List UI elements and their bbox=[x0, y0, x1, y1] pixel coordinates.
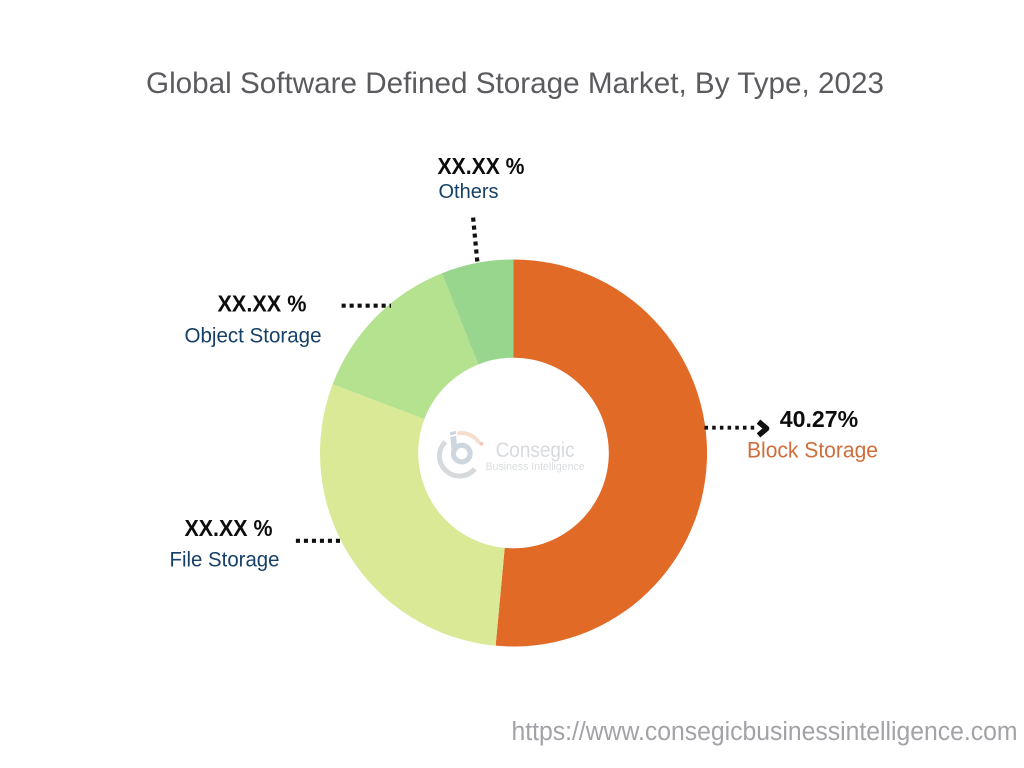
svg-text:XX.XX %: XX.XX % bbox=[218, 291, 307, 317]
svg-text:Global Software Defined Storag: Global Software Defined Storage Market, … bbox=[146, 67, 884, 100]
svg-text:Business Intelligence: Business Intelligence bbox=[486, 461, 585, 473]
svg-text:File Storage: File Storage bbox=[170, 548, 280, 572]
svg-text:Block Storage: Block Storage bbox=[747, 438, 878, 463]
svg-text:https://www.consegicbusinessin: https://www.consegicbusinessintelligence… bbox=[512, 718, 1018, 746]
svg-text:Object Storage: Object Storage bbox=[185, 323, 322, 347]
svg-text:XX.XX %: XX.XX % bbox=[185, 515, 273, 541]
svg-text:40.27%: 40.27% bbox=[780, 406, 859, 432]
svg-text:Consegic: Consegic bbox=[496, 439, 575, 462]
svg-text:XX.XX %: XX.XX % bbox=[438, 153, 525, 179]
svg-text:Others: Others bbox=[439, 180, 499, 203]
